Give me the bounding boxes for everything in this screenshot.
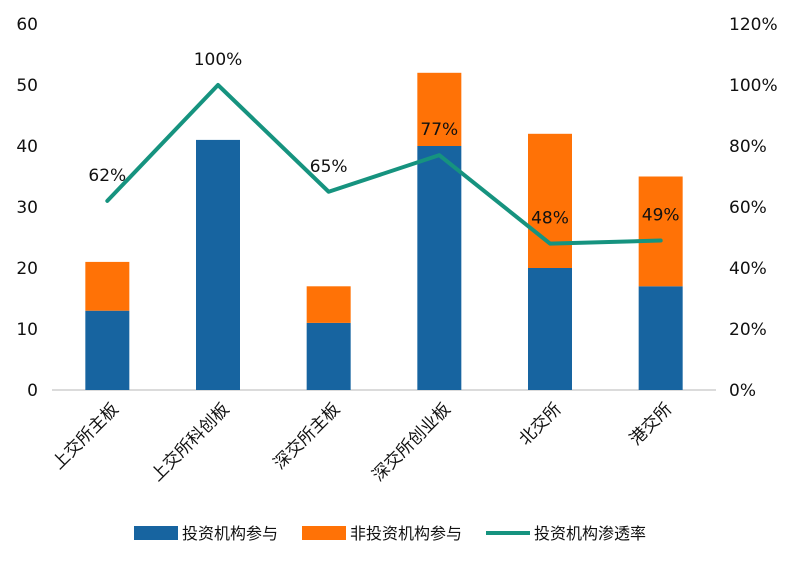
bar-investor <box>417 146 462 390</box>
bar-investor <box>196 139 240 390</box>
y-left-tick-label: 40 <box>16 137 38 157</box>
y-right-tick-label: 100% <box>729 76 778 96</box>
bar-investor <box>306 322 351 390</box>
penetration-data-label: 48% <box>531 209 569 229</box>
category-label: 上交所科创板 <box>147 399 233 485</box>
penetration-data-label: 62% <box>88 166 126 186</box>
category-labels: 上交所主板 上交所科创板 深交所主板 深交所创业板 北交所 港交所 <box>49 399 677 485</box>
legend-swatch <box>302 526 346 540</box>
category-label: 深交所主板 <box>270 399 344 473</box>
y-left-tick-label: 50 <box>16 76 38 96</box>
bars <box>85 72 683 390</box>
penetration-data-label: 77% <box>420 120 458 140</box>
bar-non-investor <box>638 176 683 287</box>
y-right-tick-label: 80% <box>729 137 767 157</box>
legend-label: 非投资机构参与 <box>350 524 462 543</box>
y-left-tick-label: 30 <box>16 198 38 218</box>
data-labels: 62% 100% 65% 77% 48% 49% <box>88 50 679 229</box>
bar-non-investor <box>528 133 572 268</box>
y-left-tick-label: 60 <box>16 15 38 35</box>
legend-label: 投资机构参与 <box>182 524 278 543</box>
penetration-data-label: 100% <box>194 50 243 70</box>
category-label: 北交所 <box>515 399 565 449</box>
bar-non-investor <box>417 72 462 146</box>
bar-investor <box>528 268 572 390</box>
penetration-rate-line <box>105 83 663 246</box>
line-series <box>105 83 663 246</box>
y-right-tick-label: 20% <box>729 320 767 340</box>
y-right-tick-label: 60% <box>729 198 767 218</box>
bar-non-investor <box>306 286 351 323</box>
bar-investor <box>638 286 683 390</box>
penetration-data-label: 49% <box>642 206 680 226</box>
bar-non-investor <box>85 261 130 311</box>
category-label: 港交所 <box>626 399 676 449</box>
y-right-tick-label: 0% <box>729 381 756 401</box>
legend: 投资机构参与 非投资机构参与 投资机构渗透率 <box>134 524 646 543</box>
category-label: 深交所创业板 <box>369 399 455 485</box>
y-left-tick-label: 0 <box>27 381 38 401</box>
penetration-data-label: 65% <box>310 157 348 177</box>
category-label: 上交所主板 <box>49 399 123 473</box>
y-left-tick-label: 10 <box>16 320 38 340</box>
axes: 0 10 20 30 40 50 60 0% 20% 40% 60% 80% 100% 120% <box>16 15 777 401</box>
bar-investor <box>85 310 130 390</box>
y-right-tick-label: 40% <box>729 259 767 279</box>
y-right-tick-label: 120% <box>729 15 778 35</box>
legend-label: 投资机构渗透率 <box>534 524 646 543</box>
y-left-tick-label: 20 <box>16 259 38 279</box>
legend-swatch <box>134 526 178 540</box>
